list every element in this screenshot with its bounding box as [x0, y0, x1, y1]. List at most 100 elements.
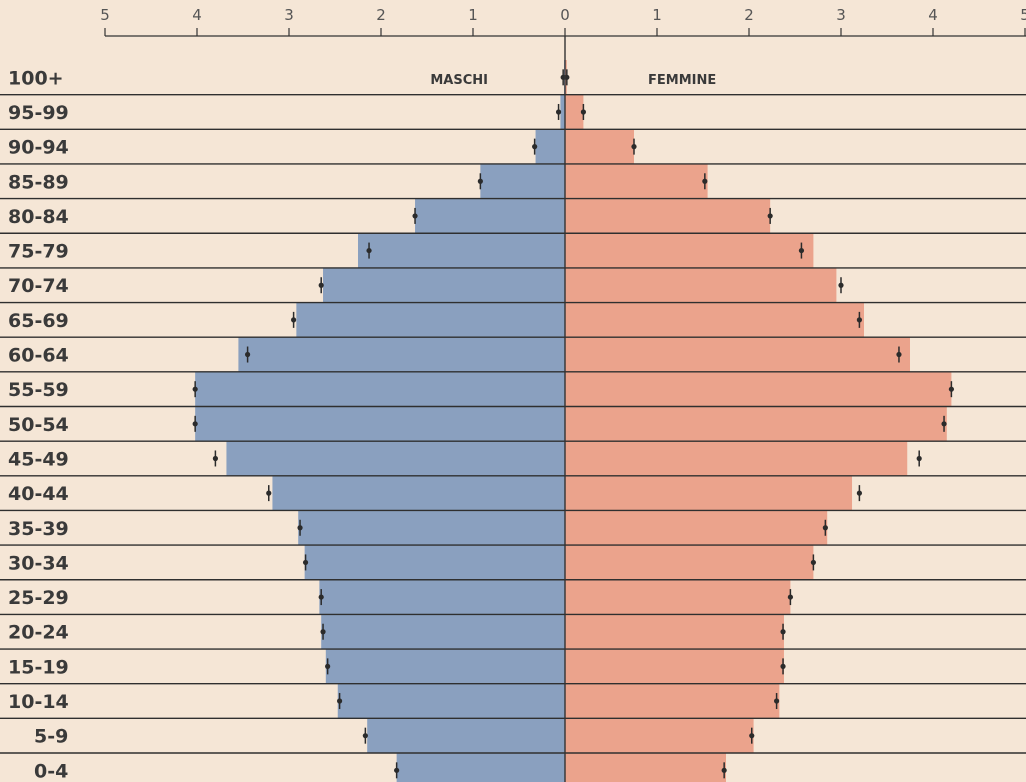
bar-female	[565, 302, 864, 338]
marker-male	[266, 485, 272, 502]
estimate-markers	[192, 69, 955, 779]
age-group-label: 70-74	[8, 275, 69, 297]
marker-female	[856, 485, 863, 502]
bar-male	[325, 649, 565, 684]
age-group-label: 85-89	[8, 171, 69, 193]
marker-female	[810, 554, 817, 571]
row-separators	[0, 93, 1026, 754]
marker-female	[721, 762, 727, 779]
age-group-label: 0-4	[34, 760, 68, 782]
marker-male	[245, 346, 251, 363]
age-group-label: 75-79	[8, 241, 69, 263]
age-group-label: 45-49	[8, 448, 69, 470]
x-tick-label: 3	[284, 6, 294, 24]
bars	[195, 60, 952, 782]
bar-female	[565, 337, 910, 372]
bar-female	[565, 579, 791, 615]
marker-male	[477, 173, 483, 190]
marker-female	[941, 415, 947, 432]
bar-female	[565, 649, 784, 684]
bar-male	[367, 718, 565, 753]
age-group-label: 95-99	[8, 102, 69, 124]
bar-male	[304, 545, 565, 580]
x-tick-label: 5	[100, 6, 110, 24]
bar-female	[565, 129, 634, 164]
age-group-label: 100+	[8, 67, 64, 89]
marker-female	[774, 693, 780, 710]
age-group-label: 15-19	[8, 656, 69, 678]
marker-female	[787, 589, 794, 606]
bar-female	[565, 510, 828, 546]
series-label-male: MASCHI	[430, 73, 488, 88]
age-group-label: 65-69	[8, 310, 69, 332]
marker-male	[337, 693, 343, 710]
bar-female	[565, 406, 947, 442]
x-tick-label: 5	[1020, 6, 1026, 24]
age-group-label: 30-34	[8, 552, 69, 574]
bar-female	[565, 614, 784, 650]
bar-male	[415, 198, 565, 234]
marker-male	[302, 554, 309, 571]
bar-female	[565, 163, 708, 199]
marker-female	[856, 311, 863, 328]
marker-female	[580, 103, 587, 120]
marker-male	[291, 311, 297, 328]
age-group-label: 50-54	[8, 414, 69, 436]
marker-female	[896, 346, 902, 363]
marker-female	[749, 727, 755, 744]
x-tick-label: 3	[836, 6, 846, 24]
marker-female	[631, 138, 637, 155]
bar-female	[565, 267, 837, 303]
x-tick-label: 1	[468, 6, 478, 24]
bar-male	[560, 94, 565, 130]
marker-female	[767, 207, 773, 224]
marker-female	[780, 623, 786, 640]
bar-female	[565, 475, 853, 511]
bar-female	[565, 441, 908, 476]
x-axis: 5 4 3 2 1 0 1 2 3 4 5	[100, 6, 1026, 37]
marker-female	[948, 381, 955, 398]
bar-male	[358, 233, 565, 268]
marker-male	[212, 450, 218, 467]
age-group-label: 80-84	[8, 206, 69, 228]
series-label-female: FEMMINE	[648, 73, 716, 88]
marker-male	[192, 381, 198, 398]
marker-male	[318, 277, 324, 294]
marker-male	[318, 589, 324, 606]
marker-female	[780, 658, 786, 675]
marker-female	[798, 242, 805, 259]
x-tick-label: 2	[376, 6, 386, 24]
age-labels: 100+ 95-99 90-94 85-89 80-84 75-79 70-74 65-69 6…	[8, 67, 69, 782]
age-group-label: 35-39	[8, 518, 69, 540]
age-group-label: 10-14	[8, 691, 69, 713]
bar-female	[565, 371, 952, 407]
age-group-label: 5-9	[34, 726, 68, 748]
marker-male	[320, 623, 326, 640]
bar-male	[272, 475, 565, 511]
x-tick-label: 2	[744, 6, 754, 24]
bar-male	[480, 163, 565, 199]
bar-male	[195, 371, 565, 407]
age-group-label: 25-29	[8, 587, 69, 609]
bar-male	[535, 129, 565, 164]
bar-male	[298, 510, 565, 546]
bar-female	[565, 545, 814, 580]
bar-female	[565, 198, 771, 234]
bar-male	[195, 406, 565, 442]
marker-male	[192, 415, 198, 432]
age-group-label: 20-24	[8, 622, 69, 644]
age-group-label: 55-59	[8, 379, 69, 401]
x-tick-label: 4	[928, 6, 938, 24]
marker-female	[702, 173, 708, 190]
bar-male	[319, 579, 565, 615]
bar-male	[238, 337, 565, 372]
x-tick-label: 0	[560, 6, 570, 24]
marker-male	[366, 242, 372, 259]
bar-female	[565, 683, 780, 719]
bar-male	[396, 753, 565, 782]
bar-male	[321, 614, 565, 650]
marker-male	[394, 762, 400, 779]
bar-female	[565, 718, 754, 753]
bar-female	[565, 94, 584, 130]
